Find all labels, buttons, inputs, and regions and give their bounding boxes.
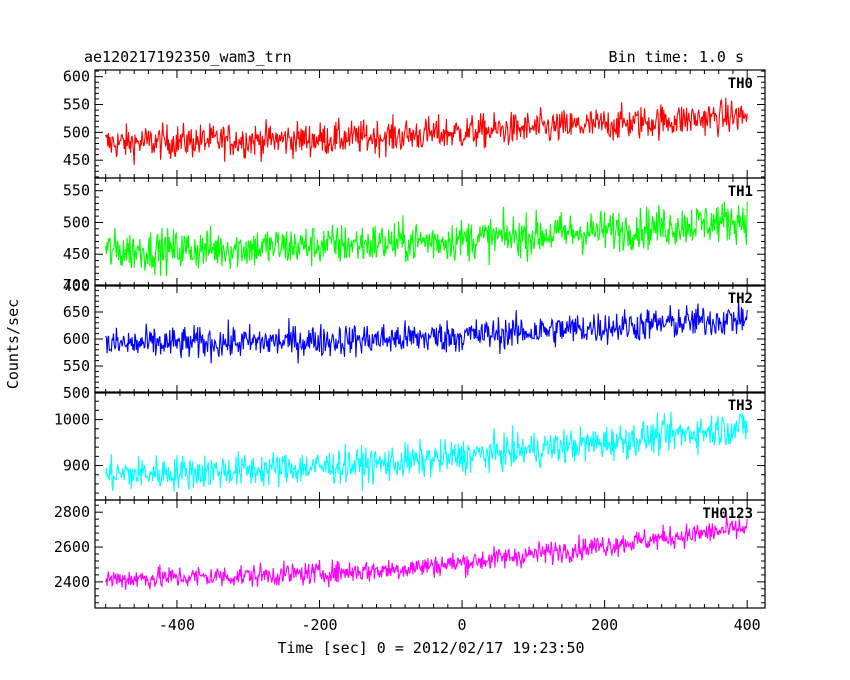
y-tick-label-th0123: 2800 <box>54 503 90 521</box>
panel-frame-th1 <box>94 177 766 287</box>
y-tick-label-th1: 450 <box>63 245 90 263</box>
y-tick-label-th2: 550 <box>63 357 90 375</box>
y-tick-label-th2: 500 <box>63 384 90 402</box>
series-line-th0123 <box>105 514 748 590</box>
y-tick-label-th2: 700 <box>63 276 90 294</box>
y-tick-label-th1: 400 <box>63 277 90 295</box>
y-tick-label-th0: 600 <box>63 68 90 86</box>
header-left-title: ae120217192350_wam3_trn <box>84 48 292 66</box>
y-tick-label-th0: 450 <box>63 151 90 169</box>
panel-label-th3: TH3 <box>728 398 753 414</box>
y-tick-label-th2: 600 <box>63 330 90 348</box>
y-tick-label-th0: 500 <box>63 123 90 141</box>
x-tick-label: 0 <box>458 616 467 634</box>
x-tick-label: 200 <box>591 616 618 634</box>
panels-group: 450 500 550 600 TH0 400 450 500 550 TH1 500 550 600 6… <box>54 68 766 634</box>
panel-label-th0123: TH0123 <box>702 506 753 522</box>
y-tick-label-th2: 650 <box>63 303 90 321</box>
y-tick-label-th3: 1000 <box>54 411 90 429</box>
panel-frame-th3 <box>94 391 766 501</box>
panel-frame-th0123 <box>94 499 766 609</box>
panel-label-th0: TH0 <box>728 76 753 92</box>
y-axis-title: Counts/sec <box>4 299 22 389</box>
x-tick-label: -200 <box>301 616 337 634</box>
panel-label-th1: TH1 <box>728 184 753 200</box>
series-line-th2 <box>105 297 748 364</box>
y-tick-label-th3: 900 <box>63 457 90 475</box>
x-tick-label: -400 <box>159 616 195 634</box>
x-tick-label: 400 <box>734 616 761 634</box>
x-axis-title: Time [sec] 0 = 2012/02/17 19:23:50 <box>277 639 584 657</box>
y-tick-label-th1: 500 <box>63 213 90 231</box>
y-tick-label-th1: 550 <box>63 182 90 200</box>
y-tick-label-th0123: 2400 <box>54 573 90 591</box>
series-line-th1 <box>105 201 748 276</box>
y-tick-label-th0123: 2600 <box>54 538 90 556</box>
header-right-bin-time: Bin time: 1.0 s <box>609 48 744 66</box>
panel-label-th2: TH2 <box>728 291 753 307</box>
series-line-th0 <box>105 97 748 165</box>
series-line-th3 <box>105 411 748 492</box>
y-tick-label-th0: 550 <box>63 96 90 114</box>
